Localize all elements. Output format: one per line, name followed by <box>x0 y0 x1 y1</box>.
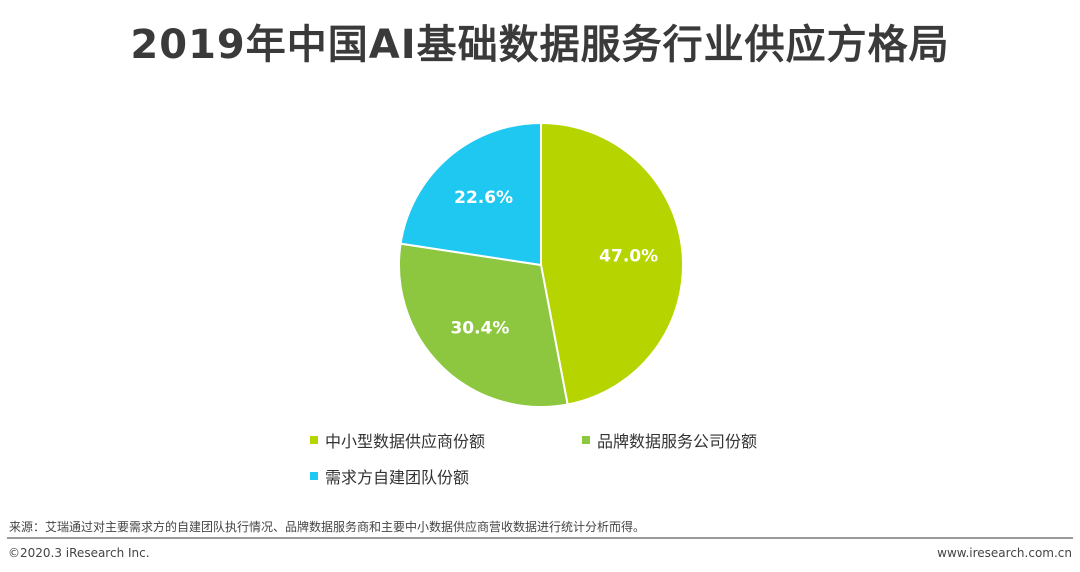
pie-slices <box>398 121 684 408</box>
data-label-brand-companies: 30.4% <box>450 318 509 338</box>
legend-item-brand-companies: 品牌数据服务公司份额 <box>582 428 757 452</box>
pie-data-labels: 47.0% 30.4% 22.6% <box>450 188 658 338</box>
data-label-small-suppliers: 47.0% <box>599 247 658 267</box>
source-note: 来源：艾瑞通过对主要需求方的自建团队执行情况、品牌数据服务商和主要中小数据供应商… <box>9 520 646 534</box>
chart-legend: 中小型数据供应商份额 品牌数据服务公司份额 需求方自建团队份额 <box>310 428 870 508</box>
legend-label-brand-companies: 品牌数据服务公司份额 <box>597 432 758 451</box>
legend-item-self-built-teams: 需求方自建团队份额 <box>310 464 469 488</box>
legend-item-small-suppliers: 中小型数据供应商份额 <box>310 428 485 452</box>
footer-divider <box>7 537 1073 539</box>
legend-swatch-self-built-teams <box>310 472 318 480</box>
legend-label-small-suppliers: 中小型数据供应商份额 <box>325 432 486 451</box>
data-label-self-built-teams: 22.6% <box>454 188 513 208</box>
legend-label-self-built-teams: 需求方自建团队份额 <box>325 468 470 487</box>
copyright-text: ©2020.3 iResearch Inc. <box>8 546 150 560</box>
legend-swatch-small-suppliers <box>310 436 318 444</box>
chart-title: 2019年中国AI基础数据服务行业供应方格局 <box>130 22 950 68</box>
pie-slice-self-built-teams <box>399 121 542 267</box>
pie-slice-brand-companies <box>398 242 569 408</box>
legend-swatch-brand-companies <box>582 436 590 444</box>
website-link: www.iresearch.com.cn <box>937 546 1072 560</box>
pie-slice-small-suppliers <box>540 121 684 406</box>
